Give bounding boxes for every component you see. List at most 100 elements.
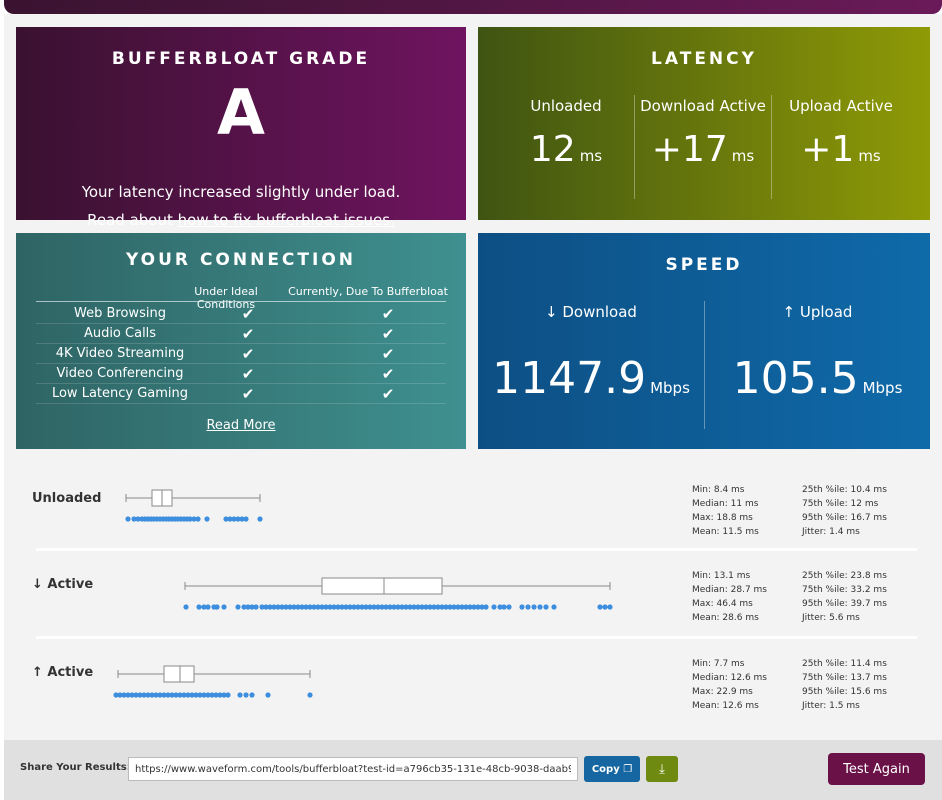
sample-dot — [141, 692, 147, 698]
latency-divider — [634, 95, 635, 199]
latency-value: +17 ms — [635, 129, 771, 170]
boxplot-upload-active — [113, 665, 313, 698]
stat-line: Jitter: 5.6 ms — [802, 613, 860, 623]
header-rule — [36, 301, 446, 302]
sample-dot — [189, 692, 195, 698]
sample-dot — [249, 692, 255, 698]
grade-description: Your latency increased slightly under lo… — [81, 183, 401, 201]
boxplot-label-download-active: ↓ Active — [32, 577, 94, 592]
bufferbloat-grade-card: BUFFERBLOAT GRADE A Your latency increas… — [16, 27, 466, 229]
sample-dot — [217, 692, 223, 698]
sample-dot — [395, 604, 401, 610]
sample-dot — [551, 604, 557, 610]
sample-dot — [391, 604, 397, 610]
sample-dot — [213, 692, 219, 698]
sample-dot — [271, 604, 277, 610]
sample-dot — [299, 604, 305, 610]
sample-dot — [153, 692, 159, 698]
sample-dot — [237, 692, 243, 698]
test-again-button[interactable]: Test Again — [828, 753, 925, 785]
latency-value: +1 ms — [772, 129, 910, 170]
connection-row-label: Video Conferencing — [56, 366, 184, 381]
latency-number: 12 — [529, 129, 576, 170]
latency-label: Unloaded — [530, 97, 602, 115]
download-unit: Mbps — [650, 379, 690, 397]
sample-dot — [253, 604, 259, 610]
sample-dot — [177, 692, 183, 698]
sample-dot — [129, 692, 135, 698]
connection-card-title: YOUR CONNECTION — [125, 250, 357, 270]
stat-line: 25th %ile: 11.4 ms — [802, 659, 887, 669]
sample-dot — [383, 604, 389, 610]
sample-dot — [283, 604, 289, 610]
sample-dot — [113, 692, 119, 698]
check-ideal-icon: ✔ — [241, 365, 255, 383]
sample-dot — [263, 604, 269, 610]
sample-dot — [435, 604, 441, 610]
stat-line: Min: 13.1 ms — [692, 571, 751, 581]
column-header-current: Currently, Due To Bufferbloat — [288, 285, 448, 298]
read-more-link[interactable]: Read More — [206, 418, 276, 433]
stats-download-right: 25th %ile: 23.8 ms 75th %ile: 33.2 ms 95… — [802, 569, 887, 625]
check-ideal-icon: ✔ — [241, 325, 255, 343]
sample-dot — [506, 604, 512, 610]
sample-dot — [411, 604, 417, 610]
sample-dot — [497, 604, 503, 610]
speed-card: SPEED ↓ Download 1147.9 Mbps ↑ Upload 105… — [478, 233, 930, 449]
speed-upload-label: ↑ Upload — [782, 303, 853, 321]
sample-dot — [125, 516, 131, 522]
grade-read-prefix: Read about — [87, 211, 178, 229]
sample-dot — [223, 516, 229, 522]
boxplot-label-unloaded: Unloaded — [32, 491, 102, 506]
latency-number: +1 — [801, 129, 855, 170]
top-accent-bar — [4, 0, 942, 14]
stat-line: Max: 22.9 ms — [692, 687, 753, 697]
check-current-icon: ✔ — [381, 345, 395, 363]
sample-dot — [363, 604, 369, 610]
sample-dot — [214, 604, 220, 610]
latency-value: 12 ms — [496, 129, 636, 170]
latency-card-title: LATENCY — [651, 49, 757, 69]
check-ideal-icon: ✔ — [241, 305, 255, 323]
sample-dot — [307, 604, 313, 610]
boxplot-download-active — [183, 577, 613, 610]
stat-line: 25th %ile: 10.4 ms — [802, 485, 887, 495]
share-url-input[interactable] — [128, 757, 578, 781]
sample-dot — [204, 516, 210, 522]
fix-bufferbloat-link[interactable]: how to fix bufferbloat issues. — [177, 211, 395, 229]
grade-letter: A — [217, 76, 265, 149]
stat-line: Jitter: 1.5 ms — [802, 701, 860, 711]
stats-unloaded-right: 25th %ile: 10.4 ms 75th %ile: 12 ms 95th… — [802, 483, 887, 539]
share-bar: Share Your Results: Copy ❐ ⤓ Test Again — [4, 740, 942, 800]
sample-dot — [243, 692, 249, 698]
sample-dot — [183, 604, 189, 610]
latency-unit: ms — [579, 147, 603, 165]
sample-dot — [169, 692, 175, 698]
sample-dot — [279, 604, 285, 610]
speed-download-value: 1147.9 Mbps — [478, 353, 704, 404]
sample-dot — [375, 604, 381, 610]
speed-download-label: ↓ Download — [545, 303, 637, 321]
copy-button[interactable]: Copy ❐ — [584, 756, 640, 782]
sample-dot — [275, 604, 281, 610]
boxplot-label-upload-active: ↑ Active — [32, 665, 94, 680]
sample-dot — [295, 604, 301, 610]
sample-dot — [165, 692, 171, 698]
sample-dot — [323, 604, 329, 610]
sample-dot — [231, 516, 237, 522]
sample-dot — [367, 604, 373, 610]
upload-number: 105.5 — [732, 353, 859, 404]
stat-line: 25th %ile: 23.8 ms — [802, 571, 887, 581]
download-button[interactable]: ⤓ — [646, 756, 678, 782]
stats-upload-left: Min: 7.7 ms Median: 12.6 ms Max: 22.9 ms… — [692, 657, 767, 713]
sample-dot — [359, 604, 365, 610]
sample-dot — [351, 604, 357, 610]
sample-dot — [407, 604, 413, 610]
sample-dot — [597, 604, 603, 610]
sample-dot — [491, 604, 497, 610]
stat-line: Max: 18.8 ms — [692, 513, 753, 523]
stat-line: Min: 8.4 ms — [692, 485, 745, 495]
sample-dot — [135, 516, 141, 522]
stats-upload-right: 25th %ile: 11.4 ms 75th %ile: 13.7 ms 95… — [802, 657, 887, 713]
latency-label: Download Active — [640, 97, 766, 115]
